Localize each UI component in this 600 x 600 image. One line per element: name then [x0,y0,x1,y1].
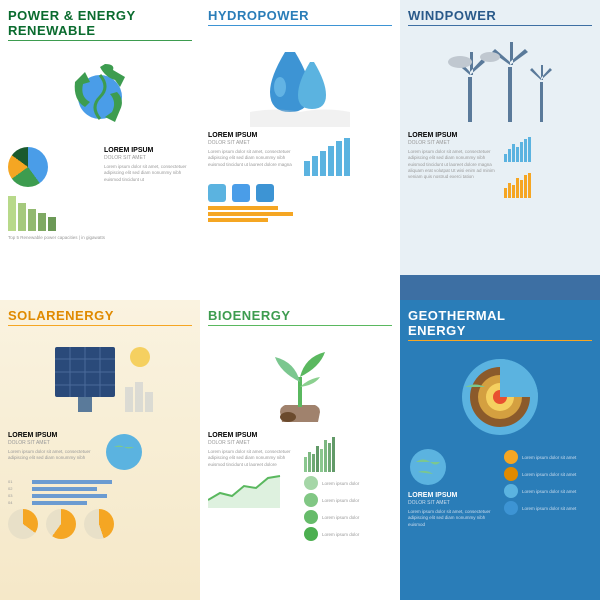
recycle-globe-icon [8,47,192,147]
panel-title: POWER & ENERGY RENEWABLE [8,8,192,38]
panel-title: BIOENERGY [208,308,392,323]
panel-title: WINDPOWER [408,8,592,23]
globe-icon [408,447,448,487]
globe-icon [104,432,144,472]
panel-renewable: POWER & ENERGY RENEWABLE LOREM IPSUM DOL… [0,0,200,300]
horiz-bars [208,206,392,222]
legend: Lorem ipsum dolor Lorem ipsum dolor Lore… [304,476,392,541]
pie-chart [8,147,48,187]
panel-windpower: WINDPOWER LOREM IPSUM DOLOR SIT AMET Lor… [400,0,600,300]
bar-chart [304,136,392,176]
solar-panel-icon [8,332,192,432]
water-drops-icon [208,32,392,132]
panel-geothermal: GEOTHERMAL ENERGY LOREM IPSUM DOLOR SIT … [400,300,600,600]
panel-title: GEOTHERMAL ENERGY [408,308,592,338]
plant-icon [208,332,392,432]
panel-hydropower: HYDROPOWER LOREM IPSUM DOLOR SIT AMET Lo… [200,0,400,300]
horiz-bars: 01 02 03 04 [8,479,192,505]
bar-chart-1 [504,132,592,162]
windmills-icon [408,32,592,132]
bar-chart-2 [504,168,592,198]
bar-chart [8,191,192,231]
panel-title: HYDROPOWER [208,8,392,23]
panel-title: SOLARENERGY [8,308,192,323]
earth-core-icon [408,347,592,447]
line-chart [208,468,296,508]
panel-bioenergy: BIOENERGY LOREM IPSUM DOLOR SIT AMET Lor… [200,300,400,600]
legend: Lorem ipsum dolor sit amet Lorem ipsum d… [504,447,592,528]
donut-row [8,509,192,539]
panel-solar: SOLARENERGY LOREM IPSUM DOLOR SIT AMET L… [0,300,200,600]
infographic-grid: POWER & ENERGY RENEWABLE LOREM IPSUM DOL… [0,0,600,600]
icon-row [208,184,392,202]
bar-chart [304,432,392,472]
